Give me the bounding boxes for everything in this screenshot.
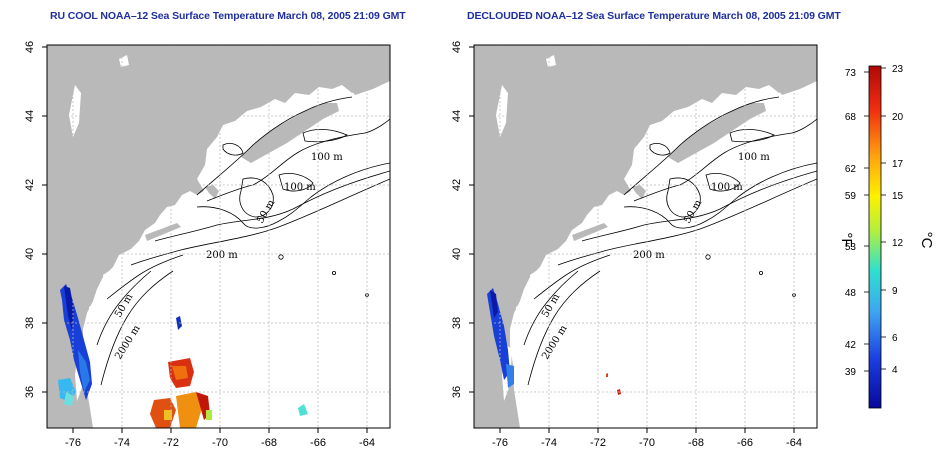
right-graticule xyxy=(474,45,817,428)
contour-label-100m: 100 m xyxy=(711,182,743,193)
lon-tick-label: -70 xyxy=(212,437,228,449)
left-graticule xyxy=(47,45,390,428)
lat-tick-label: 46 xyxy=(24,41,36,53)
left-map-frame xyxy=(46,44,391,429)
lat-tick-label: 44 xyxy=(451,110,463,122)
fahrenheit-tick: 39 xyxy=(845,367,857,378)
lat-tick-label: 36 xyxy=(451,386,463,398)
celsius-tick: 23 xyxy=(892,64,904,75)
right-longitude-ticks: -76 -74 -72 -70 -68 -66 -64 xyxy=(492,437,802,449)
lon-tick-label: -68 xyxy=(688,437,704,449)
contour-label-100m: 100 m xyxy=(311,152,343,163)
lon-tick-label: -68 xyxy=(261,437,277,449)
fahrenheit-tick: 48 xyxy=(845,288,857,299)
lon-tick-label: -76 xyxy=(65,437,81,449)
colorbar-celsius-ticks: 23 20 17 15 12 9 6 4 xyxy=(892,64,904,376)
lat-tick-label: 36 xyxy=(24,386,36,398)
left-basemap xyxy=(47,45,390,428)
left-sst-coastal-data xyxy=(58,284,308,416)
left-map-title: RU COOL NOAA–12 Sea Surface Temperature … xyxy=(50,10,406,22)
lon-tick-label: -66 xyxy=(737,437,753,449)
lon-tick-label: -64 xyxy=(359,437,375,449)
lon-tick-label: -64 xyxy=(786,437,802,449)
colorbar-fahrenheit-ticks: 73 68 62 59 53 48 42 39 xyxy=(845,68,857,378)
right-map-title: DECLOUDED NOAA–12 Sea Surface Temperatur… xyxy=(467,10,841,22)
celsius-unit-label: °C xyxy=(918,232,935,249)
fahrenheit-unit-label: °F xyxy=(838,232,855,247)
right-basemap xyxy=(474,45,817,428)
colorbar-gradient xyxy=(868,65,882,409)
celsius-tick: 17 xyxy=(892,159,904,170)
right-sst-coastal-data xyxy=(487,288,621,395)
celsius-tick: 6 xyxy=(892,333,898,344)
lon-tick-label: -72 xyxy=(590,437,606,449)
left-map-panel: 100 m 100 m 50 m 200 m 50 m 2000 m -76 -… xyxy=(24,41,391,449)
fahrenheit-tick: 53 xyxy=(845,242,857,253)
celsius-tick: 4 xyxy=(892,365,898,376)
lat-tick-label: 46 xyxy=(451,41,463,53)
lat-tick-label: 40 xyxy=(24,248,36,260)
contour-label-200m: 200 m xyxy=(633,250,665,261)
left-longitude-ticks: -76 -74 -72 -70 -68 -66 -64 xyxy=(65,437,375,449)
lat-tick-label: 44 xyxy=(24,110,36,122)
lon-tick-label: -72 xyxy=(163,437,179,449)
left-latitude-ticks: 46 44 42 40 38 36 xyxy=(24,41,36,398)
right-map-frame xyxy=(473,44,818,429)
right-map-panel: 100 m 100 m 50 m 200 m 50 m 2000 m -76 -… xyxy=(451,41,818,449)
lon-tick-label: -70 xyxy=(639,437,655,449)
celsius-tick: 9 xyxy=(892,286,898,297)
right-latitude-ticks: 46 44 42 40 38 36 xyxy=(451,41,463,398)
contour-label-100m: 100 m xyxy=(284,182,316,193)
temperature-colorbar: 73 68 62 59 53 48 42 39 23 20 17 15 12 9… xyxy=(838,64,935,409)
lat-tick-label: 42 xyxy=(24,179,36,191)
celsius-tick: 12 xyxy=(892,238,904,249)
fahrenheit-tick: 42 xyxy=(845,340,857,351)
contour-label-100m: 100 m xyxy=(738,152,770,163)
lon-tick-label: -66 xyxy=(310,437,326,449)
lat-tick-label: 40 xyxy=(451,248,463,260)
lon-tick-label: -76 xyxy=(492,437,508,449)
lat-tick-label: 38 xyxy=(451,317,463,329)
lat-tick-label: 42 xyxy=(451,179,463,191)
left-sst-gulf-stream-data xyxy=(150,358,212,428)
lon-tick-label: -74 xyxy=(114,437,130,449)
contour-label-200m: 200 m xyxy=(206,250,238,261)
lat-tick-label: 38 xyxy=(24,317,36,329)
celsius-tick: 15 xyxy=(892,191,904,202)
fahrenheit-tick: 62 xyxy=(845,164,857,175)
fahrenheit-tick: 73 xyxy=(845,68,857,79)
lon-tick-label: -74 xyxy=(541,437,557,449)
fahrenheit-tick: 68 xyxy=(845,112,857,123)
celsius-tick: 20 xyxy=(892,112,904,123)
fahrenheit-tick: 59 xyxy=(845,191,857,202)
